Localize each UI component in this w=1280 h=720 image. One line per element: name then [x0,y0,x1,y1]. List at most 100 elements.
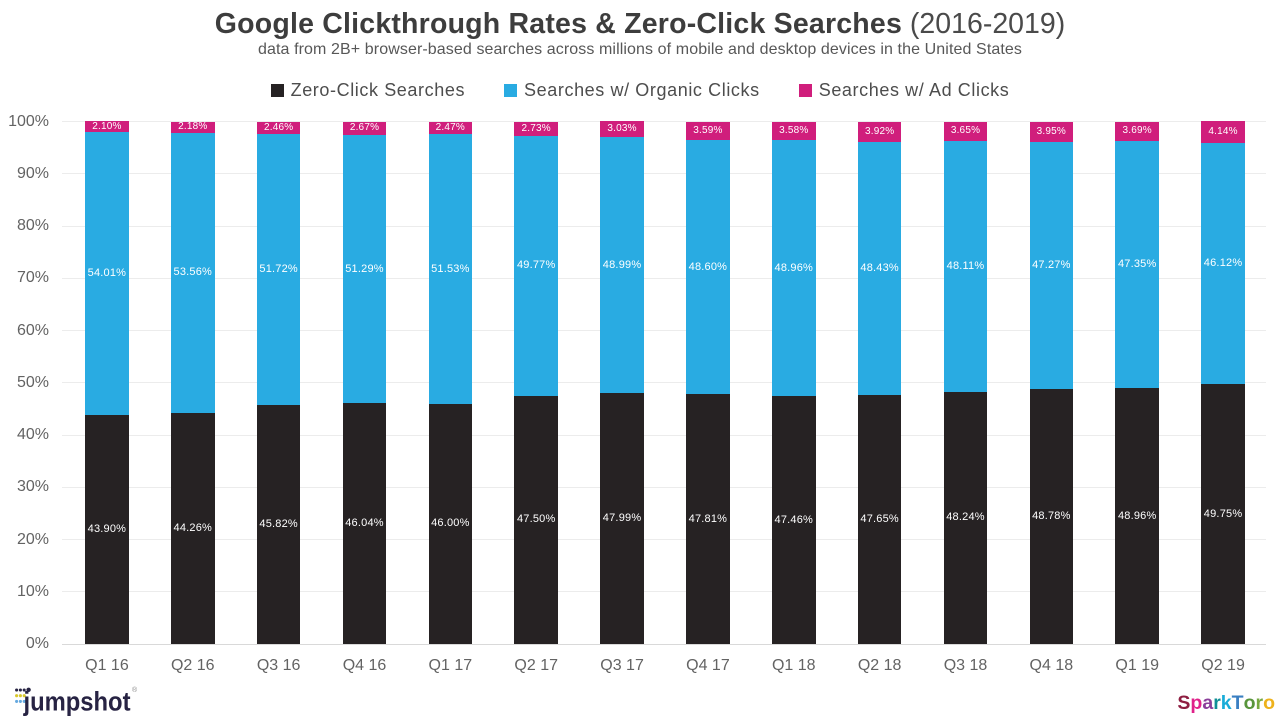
jumpshot-dot-icon [22,688,26,692]
legend-swatch-icon [270,84,284,97]
bar-segment-0: 47.50% [514,395,558,644]
bar-value-label: 49.75% [1203,507,1243,520]
bar-value-label: 47.27% [1032,259,1071,272]
sparktoro-letter: r [1255,692,1264,714]
bar-segment-1: 54.01% [85,132,129,415]
y-tick-label-50: 50% [16,373,49,391]
sparktoro-logo: SparkToro [1177,692,1275,715]
jumpshot-dot-icon [22,694,26,698]
chart-legend: Zero-Click Searches Searches w/ Organic C… [0,80,1280,101]
x-tick-label-q4-17: Q4 17 [686,657,730,674]
legend-item-0: Zero-Click Searches [270,80,465,101]
bar-value-label: 44.26% [173,521,213,534]
bar-value-label: 51.53% [431,262,470,275]
sparktoro-letter: S [1177,692,1191,714]
bar-segment-1: 51.72% [256,134,301,405]
bar-value-label: 2.46% [263,121,294,133]
bar-value-label: 48.78% [1032,510,1071,523]
bar-value-label: 47.99% [602,512,642,525]
y-tick-label-20: 20% [16,530,49,548]
y-tick-label-40: 40% [16,426,49,443]
bar-segment-0: 47.65% [857,395,902,644]
y-tick-label-60: 60% [16,321,49,339]
legend-swatch-icon [798,84,812,97]
bar-segment-0: 46.04% [342,403,387,644]
gridline-20 [62,539,1266,540]
bar-segment-1: 53.56% [171,132,215,413]
gridline-90 [62,173,1266,175]
bar-segment-1: 48.60% [686,140,730,395]
bar-column-q2-19: 49.75% 46.12% 4.14% [1201,121,1245,644]
jumpshot-dot-icon [15,694,19,698]
bar-segment-2: 3.92% [857,121,902,142]
y-tick-label-70: 70% [16,269,49,287]
bar-segment-1: 46.12% [1201,143,1245,385]
x-tick-label-q1-17: Q1 17 [428,657,473,674]
x-tick-label-q3-16: Q3 16 [256,657,301,674]
bar-column-q3-17: 47.99% 48.99% 3.03% [600,121,644,644]
bar-segment-2: 3.59% [686,121,730,141]
y-tick-label-10: 10% [16,582,49,600]
bar-value-label: 47.46% [774,513,814,526]
gridline-50 [62,382,1266,384]
gridline-40 [62,434,1266,436]
bar-segment-0: 47.46% [772,396,816,644]
chart-title-main: Google Clickthrough Rates & Zero-Click S… [214,8,903,40]
bar-value-label: 48.43% [860,262,899,275]
bar-value-label: 3.65% [950,125,981,137]
bar-column-q1-19: 48.96% 47.35% 3.69% [1115,121,1159,644]
x-tick-label-q2-16: Q2 16 [170,657,215,674]
bar-segment-2: 3.69% [1115,121,1159,141]
gridline-10 [62,591,1266,593]
bar-segment-0: 47.99% [600,393,644,644]
bar-segment-0: 45.82% [256,404,301,644]
sparktoro-letter: o [1263,692,1275,714]
bar-segment-2: 2.46% [256,121,301,135]
bar-segment-2: 3.03% [600,121,644,138]
bar-segment-2: 2.47% [428,121,473,135]
bar-value-label: 51.72% [259,262,298,275]
bar-column-q4-18: 48.78% 47.27% 3.95% [1029,121,1074,644]
bar-value-label: 3.58% [779,124,809,136]
legend-label: Searches w/ Organic Clicks [524,80,760,100]
bar-segment-1: 48.96% [772,140,816,397]
sparktoro-letter: T [1231,692,1244,714]
bar-value-label: 45.82% [259,517,298,530]
gridline-0 [62,643,1266,645]
bar-segment-0: 46.00% [428,403,473,644]
y-tick-label-30: 30% [16,478,49,496]
bar-segment-2: 4.14% [1201,121,1245,144]
x-tick-label-q3-18: Q3 18 [943,657,988,674]
bar-segment-0: 47.81% [686,394,730,644]
sparktoro-letter: p [1190,692,1203,714]
bar-value-label: 4.14% [1208,126,1238,138]
bar-column-q2-16: 44.26% 53.56% 2.18% [171,121,215,644]
gridline-80 [62,225,1266,227]
bar-column-q3-18: 48.24% 48.11% 3.65% [943,121,988,644]
bar-segment-0: 44.26% [171,412,215,644]
bar-column-q1-16: 43.90% 54.01% 2.10% [85,121,129,644]
bar-column-q3-16: 45.82% 51.72% 2.46% [256,121,301,644]
legend-swatch-icon [504,84,518,97]
bar-value-label: 2.18% [178,121,208,133]
chart-title-period: (2016-2019) [902,8,1066,40]
bar-segment-2: 2.73% [514,121,558,136]
bar-segment-2: 2.67% [342,121,387,136]
bar-value-label: 48.96% [1117,509,1157,522]
bar-value-label: 48.99% [602,258,642,271]
jumpshot-dot-icon [15,699,19,703]
y-tick-label-100: 100% [8,112,49,130]
bar-value-label: 48.60% [688,260,728,273]
x-tick-label-q4-18: Q4 18 [1029,657,1074,674]
bar-value-label: 54.01% [87,267,127,280]
bar-column-q1-18: 47.46% 48.96% 3.58% [772,121,816,644]
x-tick-label-q3-17: Q3 17 [600,657,644,674]
x-tick-label-q2-19: Q2 19 [1201,657,1245,674]
gridline-30 [62,486,1266,488]
bar-segment-0: 48.96% [1115,388,1159,644]
bar-segment-1: 48.99% [600,137,644,394]
jumpshot-registered-mark: ® [132,686,138,694]
jumpshot-logo: jumpshot ® [15,686,138,717]
bar-value-label: 2.47% [435,121,466,133]
